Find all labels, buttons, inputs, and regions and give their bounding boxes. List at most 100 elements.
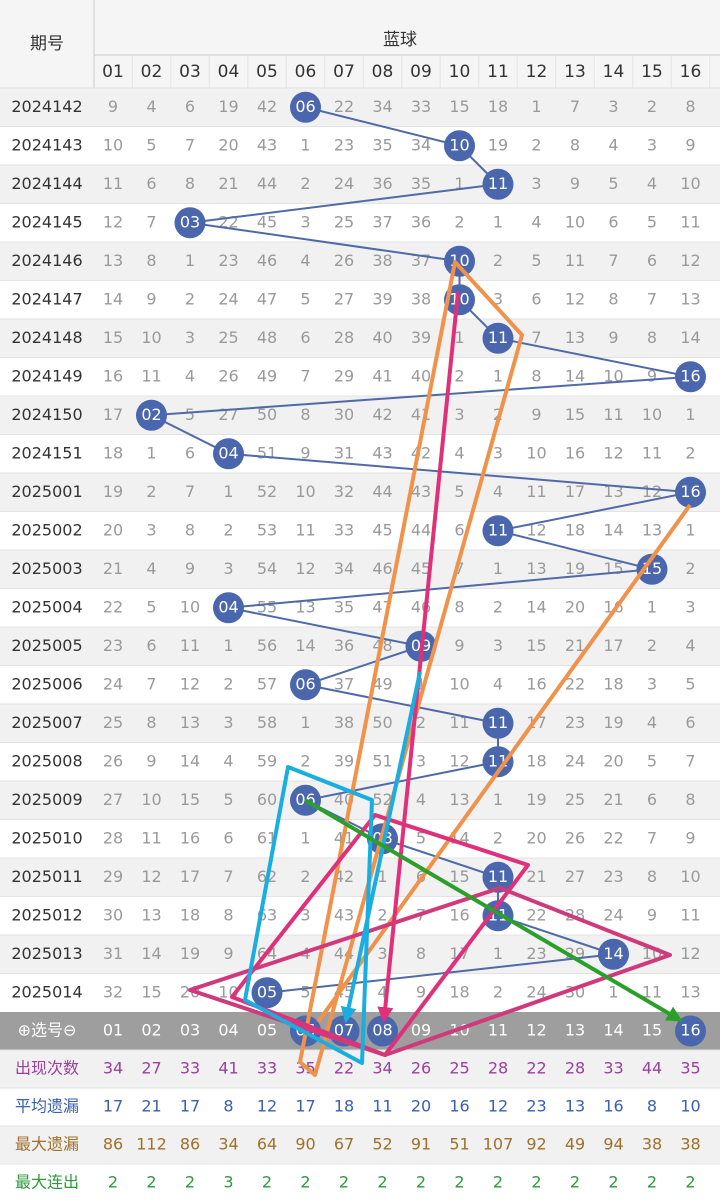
omission: 3: [223, 559, 233, 578]
omission: 14: [103, 289, 123, 308]
omission: 22: [103, 597, 123, 616]
omission: 5: [185, 405, 195, 424]
omission: 14: [141, 944, 161, 963]
omission: 51: [257, 443, 277, 462]
row-bg: [0, 126, 720, 165]
omission: 23: [334, 135, 354, 154]
omission: 20: [526, 828, 546, 847]
stat-value: 12: [257, 1097, 277, 1116]
omission: 15: [526, 636, 546, 655]
omission: 1: [300, 135, 310, 154]
stat-value: 8: [647, 1097, 657, 1116]
omission: 13: [642, 520, 662, 539]
ball: [290, 669, 321, 701]
omission: 6: [647, 790, 657, 809]
stat-value: 10: [680, 1097, 700, 1116]
omission: 13: [449, 790, 469, 809]
stat-value: 26: [411, 1059, 431, 1078]
issue: 2025005: [11, 636, 82, 655]
omission: 8: [300, 405, 310, 424]
omission: 18: [449, 982, 469, 1001]
ball-number: 03: [180, 212, 200, 231]
omission: 6: [146, 174, 156, 193]
omission: 21: [526, 867, 546, 886]
omission: 37: [411, 251, 431, 270]
ball-number: 11: [488, 520, 508, 539]
omission: 35: [411, 174, 431, 193]
selector-number: 16: [680, 1021, 700, 1040]
stat-value: 34: [103, 1059, 123, 1078]
omission: 9: [531, 405, 541, 424]
omission: 10: [565, 212, 585, 231]
stat-value: 2: [570, 1173, 580, 1192]
omission: 5: [531, 251, 541, 270]
column-label: 01: [102, 62, 124, 82]
omission: 3: [531, 174, 541, 193]
ball-number: 14: [603, 944, 623, 963]
omission: 13: [180, 713, 200, 732]
omission: 17: [180, 867, 200, 886]
omission: 16: [103, 366, 123, 385]
omission: 25: [565, 790, 585, 809]
omission: 40: [411, 366, 431, 385]
omission: 28: [334, 328, 354, 347]
balls: 0610110310101116020416111504090611110608…: [103, 91, 706, 1047]
omission: 6: [608, 212, 618, 231]
row-bg: [0, 242, 720, 281]
omission: 6: [685, 713, 695, 732]
omission: 13: [565, 328, 585, 347]
selector-number: 08: [372, 1021, 392, 1040]
stat-value: 2: [262, 1173, 272, 1192]
issue: 2025004: [11, 597, 82, 616]
selector-label: ⊕选号⊖: [18, 1021, 77, 1040]
omission: 18: [103, 443, 123, 462]
stat-value: 13: [565, 1097, 585, 1116]
omission: 16: [449, 905, 469, 924]
issue: 2025012: [11, 905, 82, 924]
omission: 8: [608, 289, 618, 308]
ball: [213, 592, 244, 624]
stat-value: 90: [295, 1135, 315, 1154]
selector-number: 02: [141, 1021, 161, 1040]
row-bg: [0, 357, 720, 396]
omission: 45: [411, 559, 431, 578]
stat-value: 17: [103, 1097, 123, 1116]
omission: 12: [680, 251, 700, 270]
omission: 10: [526, 443, 546, 462]
omission: 32: [334, 482, 354, 501]
omission: 8: [146, 713, 156, 732]
omission: 14: [680, 328, 700, 347]
stat-value: 21: [141, 1097, 161, 1116]
omission: 9: [647, 366, 657, 385]
omission: 1: [685, 405, 695, 424]
omission: 13: [680, 289, 700, 308]
stat-value: 18: [334, 1097, 354, 1116]
omission: 7: [570, 97, 580, 116]
omission: 13: [680, 982, 700, 1001]
omission: 11: [565, 251, 585, 270]
omission: 9: [185, 559, 195, 578]
column-label: 08: [372, 62, 394, 82]
omission: 6: [454, 520, 464, 539]
omission: 25: [218, 328, 238, 347]
ball: [213, 438, 244, 470]
omission: 8: [531, 366, 541, 385]
omission: 1: [377, 867, 387, 886]
stat-value: 17: [295, 1097, 315, 1116]
issue: 2025008: [11, 751, 82, 770]
omission: 13: [141, 905, 161, 924]
omission: 2: [685, 559, 695, 578]
omission: 3: [185, 328, 195, 347]
omission: 1: [146, 443, 156, 462]
omission: 34: [334, 559, 354, 578]
stat-value: 34: [218, 1135, 238, 1154]
stat-value: 2: [647, 1173, 657, 1192]
omission: 3: [146, 520, 156, 539]
issue: 2024146: [11, 251, 82, 270]
omission: 37: [372, 212, 392, 231]
stat-value: 2: [300, 1173, 310, 1192]
ball: [675, 476, 706, 508]
omission: 35: [334, 597, 354, 616]
omission: 19: [526, 790, 546, 809]
stat-value: 22: [334, 1059, 354, 1078]
